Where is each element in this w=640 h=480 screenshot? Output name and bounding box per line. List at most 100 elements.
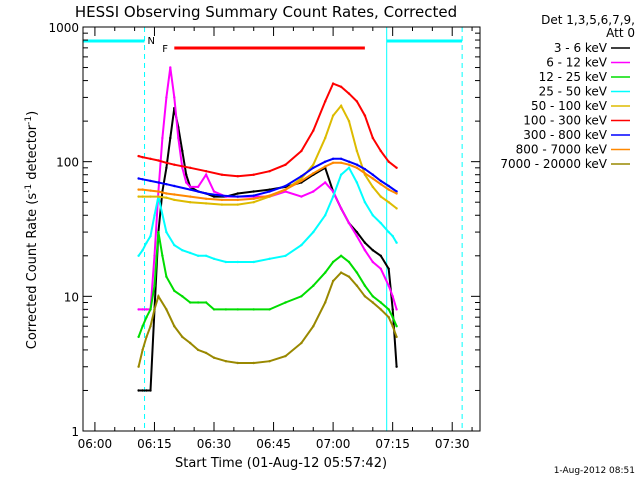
x-tick-label-2: 06:30 xyxy=(197,437,232,451)
y-axis: 1 10 100 1000 xyxy=(48,21,480,439)
series-7-point-15 xyxy=(324,165,327,168)
series-3-point-6 xyxy=(165,230,168,234)
series-6-point-4 xyxy=(165,183,168,186)
series-8-point-30 xyxy=(395,335,398,339)
series-8-point-15 xyxy=(252,361,255,365)
series-1-point-14 xyxy=(196,185,200,189)
series-3-point-30 xyxy=(395,241,398,244)
series-2-point-7 xyxy=(165,275,168,278)
legend-label-7: 800 - 7000 keV xyxy=(516,143,608,157)
series-5-point-0 xyxy=(137,154,140,158)
series-4-point-2 xyxy=(149,195,152,198)
series-5-point-22 xyxy=(379,149,382,153)
series-6-point-18 xyxy=(347,160,351,163)
series-3-point-27 xyxy=(379,221,382,225)
plot-area: NF xyxy=(83,27,463,431)
series-3-point-0 xyxy=(137,254,140,257)
x-axis-label: Start Time (01-Aug-12 05:57:42) xyxy=(175,456,387,471)
series-2-point-6 xyxy=(161,254,164,257)
series-8-point-4 xyxy=(153,308,156,311)
series-3-point-23 xyxy=(347,166,351,169)
series-8-point-13 xyxy=(224,360,228,363)
series-5-point-4 xyxy=(165,161,168,164)
series-2-point-9 xyxy=(181,295,184,298)
series-5-point-12 xyxy=(284,163,287,166)
series-8-point-14 xyxy=(236,361,239,365)
series-5-point-18 xyxy=(347,92,351,95)
series-0-point-0 xyxy=(137,389,140,392)
series-6-point-21 xyxy=(371,173,374,176)
series-0-point-16 xyxy=(212,195,216,198)
series-3-point-9 xyxy=(189,251,192,255)
series-7-point-12 xyxy=(284,188,287,191)
series-0-point-8 xyxy=(169,136,172,140)
flare-marker: F xyxy=(162,44,168,55)
series-6-point-19 xyxy=(355,163,359,166)
series-7-point-10 xyxy=(252,197,255,200)
series-8-point-27 xyxy=(379,308,382,311)
series-2-point-30 xyxy=(391,316,394,319)
series-2-point-3 xyxy=(149,308,152,311)
series-5-point-10 xyxy=(252,173,255,176)
series-1-point-34 xyxy=(395,308,398,311)
series-2-point-17 xyxy=(268,308,271,311)
series-6-point-5 xyxy=(173,184,176,188)
series-7-point-9 xyxy=(236,198,239,202)
series-line-2 xyxy=(137,231,398,338)
series-7-point-3 xyxy=(157,190,160,193)
series-2-point-5 xyxy=(157,230,160,234)
series-7-point-14 xyxy=(312,172,315,175)
x-tick-label-5: 07:15 xyxy=(375,437,410,451)
series-3-point-19 xyxy=(312,230,315,234)
series-6-point-14 xyxy=(312,166,315,169)
series-7-point-0 xyxy=(137,188,140,191)
series-3-point-18 xyxy=(300,243,303,247)
series-5-point-17 xyxy=(339,85,343,89)
series-2-point-26 xyxy=(363,284,367,287)
series-8-point-16 xyxy=(268,360,271,363)
series-2-point-12 xyxy=(204,301,208,304)
series-4-point-13 xyxy=(300,177,303,180)
series-3-point-14 xyxy=(236,260,239,264)
series-8-point-7 xyxy=(173,325,176,328)
series-4-point-3 xyxy=(157,195,160,198)
series-8-point-23 xyxy=(347,275,351,278)
x-tick-label-1: 06:15 xyxy=(137,437,172,451)
series-0-point-2 xyxy=(145,389,148,392)
series-7-point-4 xyxy=(165,192,168,195)
series-3-point-12 xyxy=(212,257,216,260)
series-1-point-32 xyxy=(387,284,390,287)
series-5-point-11 xyxy=(268,170,271,173)
series-6-point-8 xyxy=(220,194,224,197)
x-tick-label-4: 07:00 xyxy=(316,437,351,451)
series-8-point-11 xyxy=(204,351,208,355)
y-tick-label-1: 10 xyxy=(64,290,79,304)
series-5-point-3 xyxy=(157,159,160,162)
legend-label-6: 300 - 800 keV xyxy=(523,128,607,142)
series-8-point-21 xyxy=(331,279,335,283)
series-5-point-5 xyxy=(173,163,176,166)
series-4-point-8 xyxy=(220,203,224,206)
series-6-point-6 xyxy=(189,188,192,191)
series-3-point-21 xyxy=(331,195,335,198)
series-1-point-9 xyxy=(173,96,176,99)
series-1-point-28 xyxy=(355,234,359,238)
series-8-point-20 xyxy=(324,301,327,304)
series-3-point-24 xyxy=(355,181,359,184)
series-4-point-5 xyxy=(173,198,176,202)
series-8-point-18 xyxy=(300,341,303,345)
series-7-point-7 xyxy=(204,197,208,200)
series-0-point-29 xyxy=(363,241,367,244)
series-0-point-18 xyxy=(236,192,239,195)
series-2-point-11 xyxy=(196,301,200,304)
series-3-point-4 xyxy=(153,214,156,217)
series-5-point-16 xyxy=(331,82,335,85)
series-7-point-1 xyxy=(141,188,144,191)
series-8-point-24 xyxy=(355,284,359,287)
series-3-point-8 xyxy=(181,249,184,252)
series-8-point-2 xyxy=(145,335,148,339)
series-3-point-10 xyxy=(196,254,200,257)
series-8-point-3 xyxy=(149,325,152,328)
series-5-point-14 xyxy=(312,129,315,132)
